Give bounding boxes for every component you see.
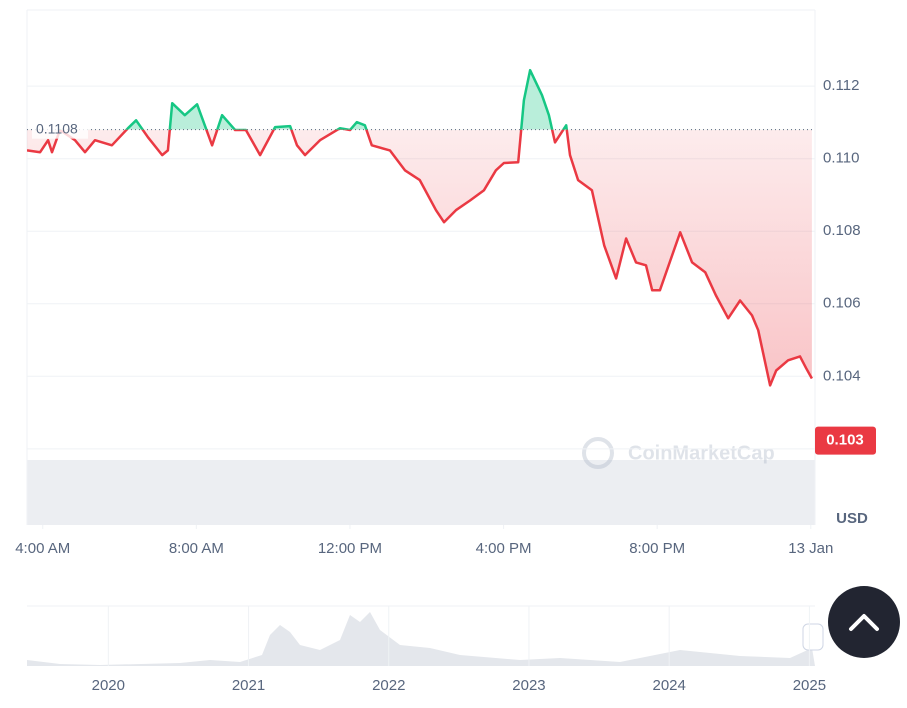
navigator-area (27, 612, 815, 666)
x-tick-label: 8:00 PM (629, 540, 685, 557)
x-tick-label: 13 Jan (788, 540, 833, 557)
y-tick-label: 0.106 (823, 295, 861, 312)
x-tick-label: 4:00 AM (15, 540, 70, 557)
volume-area (27, 460, 815, 525)
y-unit: USD (836, 510, 868, 527)
navigator-tick-label: 2025 (793, 677, 826, 694)
navigator: 2020 2021 2022 2023 2024 2025 (27, 605, 826, 694)
x-tick-label: 4:00 PM (476, 540, 532, 557)
navigator-handle[interactable] (802, 623, 824, 651)
scroll-top-icon[interactable] (849, 614, 879, 631)
navigator-tick-label: 2022 (372, 677, 405, 694)
x-tick-label: 12:00 PM (318, 540, 382, 557)
reference-label: 0.1108 (36, 120, 78, 136)
navigator-tick-label: 2023 (512, 677, 545, 694)
navigator-tick-label: 2024 (652, 677, 685, 694)
watermark-logo (582, 437, 614, 469)
current-price-box (815, 426, 876, 455)
y-tick-label: 0.104 (823, 367, 861, 384)
scroll-top-button[interactable] (828, 586, 900, 658)
y-tick-label: 0.112 (823, 77, 859, 94)
reference-label-bg (32, 120, 88, 139)
x-tick-label: 8:00 AM (169, 540, 224, 557)
current-price-label: 0.103 (826, 432, 864, 449)
scroll-top-circle[interactable] (828, 586, 900, 658)
watermark: CoinMarketCap (582, 437, 775, 469)
navigator-tick-label: 2021 (232, 677, 265, 694)
y-tick-label: 0.110 (823, 150, 859, 167)
price-line (27, 129, 813, 387)
watermark-text: CoinMarketCap (628, 442, 775, 464)
y-tick-label: 0.108 (823, 222, 861, 239)
area-below-reference (27, 129, 812, 386)
navigator-tick-label: 2020 (92, 677, 125, 694)
